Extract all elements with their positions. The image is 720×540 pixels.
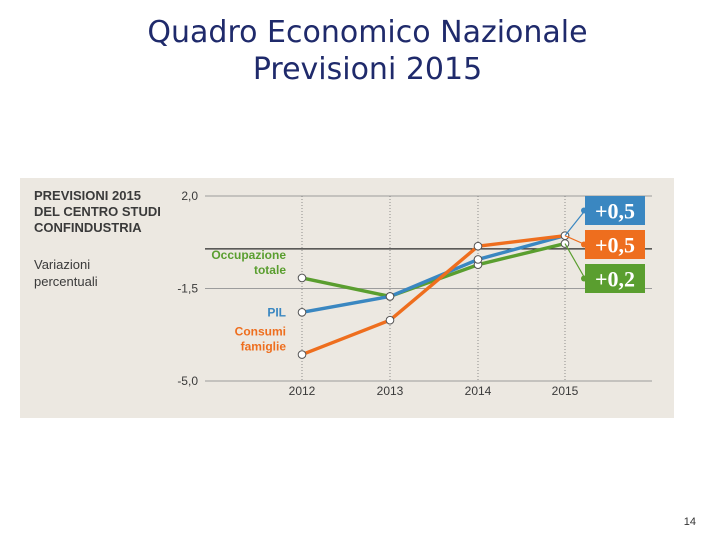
series-label: Consumi bbox=[235, 325, 286, 339]
final-value-badge bbox=[585, 230, 645, 259]
final-value-label: +0,2 bbox=[595, 267, 635, 292]
data-point bbox=[297, 307, 307, 317]
series-label: PIL bbox=[267, 305, 286, 319]
y-tick-label: -1,5 bbox=[177, 282, 198, 296]
chart-title: PREVISIONI 2015 DEL CENTRO STUDI CONFIND… bbox=[34, 188, 161, 236]
chart-panel: 2,0 -1,5 -5,0 2012 2013 2014 2015 Occupazione to… bbox=[20, 178, 674, 418]
data-point bbox=[297, 273, 307, 283]
series-label: Occupazione bbox=[211, 248, 286, 262]
slide-title-line-1: Quadro Economico Nazionale bbox=[147, 15, 588, 50]
chart-title-line: CONFINDUSTRIA bbox=[34, 220, 142, 235]
series-line bbox=[300, 241, 567, 299]
slide-title-line-2: Previsioni 2015 bbox=[252, 52, 483, 87]
chart-title-line: DEL CENTRO STUDI bbox=[34, 204, 161, 219]
line-chart: 2,0 -1,5 -5,0 2012 2013 2014 2015 Occupazioneto… bbox=[177, 189, 652, 398]
x-tick-label: 2015 bbox=[552, 384, 579, 398]
data-point bbox=[473, 241, 483, 251]
x-tick-label: 2014 bbox=[465, 384, 492, 398]
series-line bbox=[300, 233, 567, 357]
final-value-label: +0,5 bbox=[595, 233, 635, 258]
y-tick-label: -5,0 bbox=[177, 374, 198, 388]
series-label: famiglie bbox=[241, 340, 287, 354]
page-number: 14 bbox=[683, 516, 696, 528]
badge-connector bbox=[564, 243, 586, 279]
series-label: totale bbox=[254, 263, 286, 277]
series-line bbox=[300, 233, 567, 314]
data-point bbox=[385, 292, 395, 301]
chart-subtitle-line: percentuali bbox=[34, 274, 98, 289]
data-point bbox=[297, 350, 307, 359]
chart-subtitle-line: Variazioni bbox=[34, 257, 91, 272]
badge-connector bbox=[564, 210, 586, 237]
y-tick-label: 2,0 bbox=[181, 189, 198, 203]
data-point bbox=[385, 315, 395, 325]
final-value-label: +0,5 bbox=[595, 199, 635, 224]
final-value-badge bbox=[585, 196, 645, 225]
data-point bbox=[473, 255, 483, 264]
final-value-badge bbox=[585, 264, 645, 293]
x-tick-label: 2013 bbox=[377, 384, 404, 398]
chart-subtitle: Variazioni percentuali bbox=[34, 256, 98, 290]
slide-title: Quadro Economico Nazionale Previsioni 20… bbox=[0, 14, 720, 88]
x-tick-label: 2012 bbox=[289, 384, 316, 398]
chart-title-line: PREVISIONI 2015 bbox=[34, 188, 141, 203]
